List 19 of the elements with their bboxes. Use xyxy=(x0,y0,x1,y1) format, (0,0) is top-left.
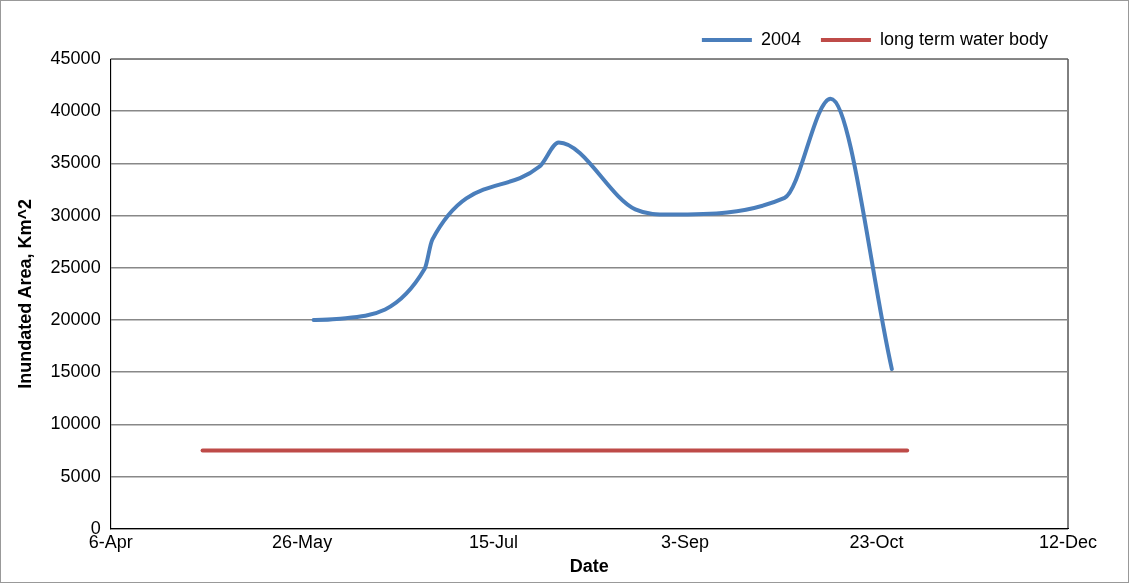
y-tick-label: 10000 xyxy=(50,413,101,434)
y-tick-label: 15000 xyxy=(50,361,101,382)
x-tick-label: 3-Sep xyxy=(661,531,710,552)
y-tick-label: 25000 xyxy=(50,256,101,277)
y-tick-label: 30000 xyxy=(50,204,101,225)
legend-label: long term water body xyxy=(879,28,1049,49)
y-tick-label: 35000 xyxy=(50,152,101,173)
y-tick-label: 20000 xyxy=(50,308,101,329)
x-axis-title: Date xyxy=(569,556,609,577)
legend-label: 2004 xyxy=(760,28,801,49)
y-axis-title: Inundated Area, Km^2 xyxy=(14,198,35,389)
y-tick-label: 40000 xyxy=(50,100,101,121)
x-tick-label: 12-Dec xyxy=(1038,531,1098,552)
line-series xyxy=(311,96,894,372)
y-tick-label: 45000 xyxy=(50,47,101,68)
x-tick-label: 15-Jul xyxy=(469,531,519,552)
x-tick-label: 26-May xyxy=(272,531,333,552)
y-tick-label: 5000 xyxy=(60,465,101,486)
x-tick-label: 23-Oct xyxy=(849,531,904,552)
